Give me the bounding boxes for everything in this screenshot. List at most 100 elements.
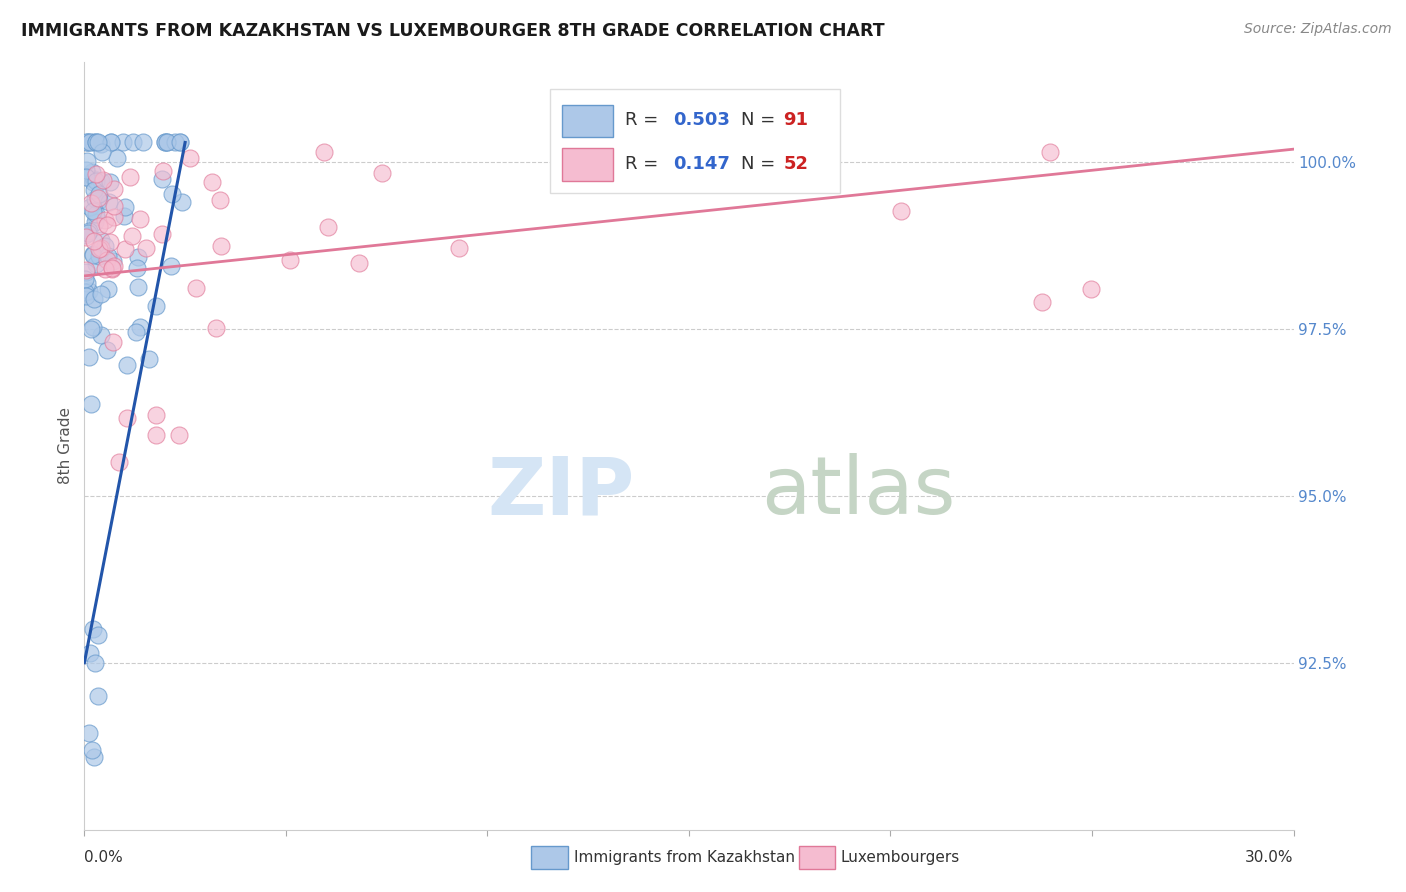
Point bbox=[75, 227, 97, 242]
Point bbox=[75, 272, 97, 286]
Point bbox=[97, 282, 120, 296]
Point bbox=[209, 239, 232, 253]
Point bbox=[83, 183, 105, 197]
Text: Immigrants from Kazakhstan: Immigrants from Kazakhstan bbox=[574, 850, 794, 864]
Point bbox=[155, 136, 177, 150]
Point bbox=[122, 136, 145, 150]
Point bbox=[87, 219, 110, 234]
Text: 0.147: 0.147 bbox=[673, 154, 730, 173]
Point bbox=[83, 292, 105, 306]
Point bbox=[83, 750, 105, 764]
Text: 0.503: 0.503 bbox=[673, 111, 730, 129]
Point bbox=[77, 224, 100, 238]
Point bbox=[91, 145, 114, 159]
Point bbox=[87, 187, 110, 202]
Point bbox=[100, 136, 122, 150]
Point bbox=[79, 136, 101, 150]
Point bbox=[90, 136, 112, 151]
Point bbox=[82, 175, 104, 189]
Point bbox=[87, 191, 110, 205]
Text: Luxembourgers: Luxembourgers bbox=[841, 850, 960, 864]
Text: 52: 52 bbox=[783, 154, 808, 173]
Point bbox=[83, 172, 105, 186]
Text: R =: R = bbox=[624, 154, 664, 173]
Point bbox=[127, 251, 149, 265]
Point bbox=[87, 136, 110, 150]
Point bbox=[76, 276, 98, 290]
Point bbox=[80, 397, 103, 411]
Point bbox=[75, 289, 97, 303]
Point bbox=[89, 242, 111, 256]
Point bbox=[98, 235, 121, 249]
Point bbox=[97, 249, 120, 263]
Point bbox=[112, 136, 135, 150]
Point bbox=[209, 193, 232, 207]
Point bbox=[100, 136, 122, 150]
Point bbox=[103, 259, 125, 273]
Point bbox=[84, 173, 107, 187]
Point bbox=[118, 169, 141, 184]
Point bbox=[87, 249, 110, 263]
Point bbox=[685, 162, 707, 177]
Point bbox=[75, 285, 97, 299]
Point bbox=[79, 195, 101, 210]
Point bbox=[77, 284, 100, 298]
Point bbox=[75, 230, 97, 244]
Point bbox=[150, 171, 173, 186]
Point bbox=[145, 299, 167, 313]
Point bbox=[1080, 282, 1102, 296]
Text: N =: N = bbox=[741, 154, 780, 173]
Point bbox=[312, 145, 335, 160]
Text: IMMIGRANTS FROM KAZAKHSTAN VS LUXEMBOURGER 8TH GRADE CORRELATION CHART: IMMIGRANTS FROM KAZAKHSTAN VS LUXEMBOURG… bbox=[21, 22, 884, 40]
Point bbox=[79, 200, 101, 214]
Text: R =: R = bbox=[624, 111, 664, 129]
Point bbox=[112, 209, 135, 223]
Point bbox=[76, 154, 98, 169]
Point bbox=[101, 334, 124, 349]
Text: ZIP: ZIP bbox=[488, 453, 634, 531]
Point bbox=[87, 628, 110, 642]
Point bbox=[121, 229, 143, 244]
Point bbox=[86, 210, 108, 224]
Point bbox=[890, 204, 912, 219]
Point bbox=[91, 173, 114, 187]
Point bbox=[160, 259, 183, 273]
Point bbox=[96, 252, 118, 267]
Point bbox=[150, 227, 173, 241]
Point bbox=[318, 220, 340, 235]
Text: 91: 91 bbox=[783, 111, 808, 129]
Point bbox=[87, 689, 110, 703]
Point bbox=[179, 151, 201, 165]
Point bbox=[96, 343, 118, 357]
Point bbox=[82, 320, 104, 334]
Point bbox=[79, 646, 101, 660]
Point bbox=[128, 319, 150, 334]
Y-axis label: 8th Grade: 8th Grade bbox=[58, 408, 73, 484]
Point bbox=[100, 261, 122, 276]
FancyBboxPatch shape bbox=[562, 148, 613, 180]
Point bbox=[82, 246, 104, 260]
Point bbox=[101, 260, 124, 275]
Point bbox=[75, 136, 97, 150]
Point bbox=[105, 151, 128, 165]
Point bbox=[82, 203, 104, 218]
Point bbox=[127, 261, 149, 276]
Point bbox=[170, 195, 193, 210]
Point bbox=[370, 166, 392, 180]
Point bbox=[96, 218, 118, 232]
Point bbox=[447, 241, 470, 255]
Point bbox=[280, 253, 302, 268]
Point bbox=[84, 207, 107, 221]
FancyBboxPatch shape bbox=[562, 104, 613, 136]
Point bbox=[90, 233, 112, 247]
Point bbox=[87, 194, 110, 208]
Point bbox=[115, 358, 138, 372]
Text: atlas: atlas bbox=[762, 453, 956, 531]
Point bbox=[114, 242, 136, 256]
Point bbox=[349, 256, 371, 270]
Point bbox=[80, 164, 103, 178]
Point bbox=[169, 428, 191, 442]
Point bbox=[86, 136, 108, 150]
Point bbox=[205, 321, 228, 335]
Point bbox=[94, 239, 117, 253]
